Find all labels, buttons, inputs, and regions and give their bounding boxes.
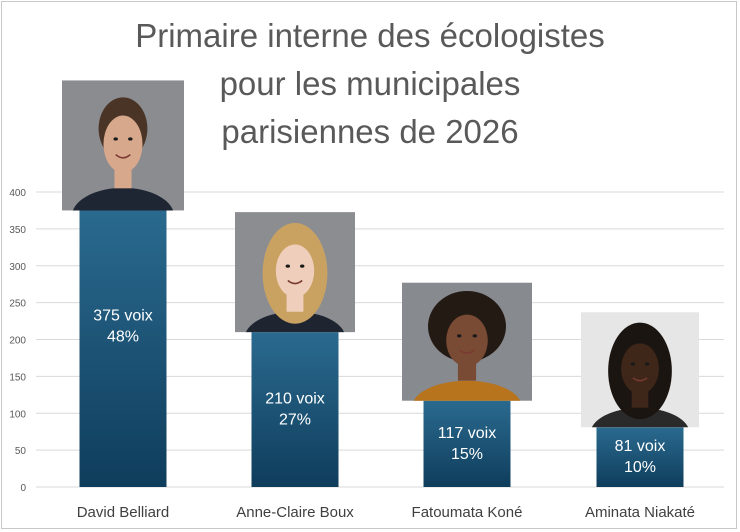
x-tick-label: Fatoumata Koné bbox=[412, 504, 523, 521]
chart-title-line-1: Primaire interne des écologistes bbox=[135, 17, 605, 54]
data-label: 48% bbox=[107, 329, 139, 346]
y-tick-label: 300 bbox=[9, 262, 26, 273]
y-tick-label: 0 bbox=[20, 483, 26, 494]
data-label: 15% bbox=[451, 446, 483, 463]
y-tick-label: 400 bbox=[9, 188, 26, 199]
y-tick-label: 350 bbox=[9, 225, 26, 236]
y-tick-label: 50 bbox=[15, 446, 27, 457]
candidate-photo bbox=[235, 212, 355, 333]
chart-title-line-3: parisiennes de 2026 bbox=[221, 113, 519, 150]
data-label: 375 voix bbox=[93, 308, 153, 325]
bar bbox=[596, 427, 684, 487]
bar bbox=[251, 332, 339, 487]
data-label: 27% bbox=[279, 412, 311, 429]
candidate-photo bbox=[581, 312, 699, 428]
bar bbox=[79, 210, 167, 487]
candidate-photos bbox=[62, 80, 699, 428]
data-label: 117 voix bbox=[438, 425, 496, 442]
y-tick-label: 150 bbox=[9, 372, 26, 383]
y-tick-label: 100 bbox=[9, 409, 26, 420]
y-axis-ticks: 0 50 100 150 200 250 300 350 400 bbox=[9, 188, 26, 494]
chart-title-line-2: pour les municipales bbox=[219, 65, 521, 102]
x-tick-label: Anne-Claire Boux bbox=[236, 504, 354, 521]
x-axis-labels: David Belliard Anne-Claire Boux Fatoumata … bbox=[77, 504, 695, 521]
x-tick-label: Aminata Niakaté bbox=[585, 504, 695, 521]
data-label: 210 voix bbox=[265, 391, 325, 408]
bars bbox=[79, 210, 684, 487]
data-labels: 375 voix 48% 210 voix 27% 117 voix 15% 81 voix… bbox=[93, 308, 665, 476]
y-tick-label: 200 bbox=[9, 336, 26, 347]
chart-title: Primaire interne des écologistes pour le… bbox=[0, 12, 740, 156]
bar bbox=[423, 400, 511, 487]
data-label: 81 voix bbox=[615, 438, 666, 455]
candidate-photo bbox=[62, 80, 184, 211]
data-label: 10% bbox=[624, 459, 656, 476]
x-tick-label: David Belliard bbox=[77, 504, 170, 521]
candidate-photo bbox=[402, 282, 532, 401]
y-tick-label: 250 bbox=[9, 299, 26, 310]
